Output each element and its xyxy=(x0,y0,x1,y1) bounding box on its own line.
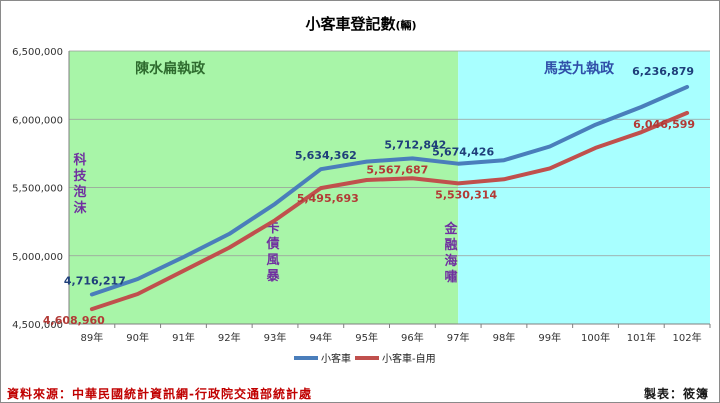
data-point xyxy=(595,147,597,149)
data-point xyxy=(457,163,459,165)
x-tick-label: 93年 xyxy=(264,331,287,344)
x-tick-label: 94年 xyxy=(309,331,332,344)
author-note: 製表：筱簿 xyxy=(643,387,709,401)
y-tick-label: 4,500,000 xyxy=(12,320,63,331)
x-tick-label: 101年 xyxy=(627,331,656,344)
region-label-ma: 馬英九執政 xyxy=(544,60,615,77)
x-tick-label: 92年 xyxy=(218,331,241,344)
data-label: 5,530,314 xyxy=(435,188,497,201)
chart-title-unit: (輛) xyxy=(395,18,416,32)
x-tick-label: 96年 xyxy=(401,331,424,344)
x-tick-label: 98年 xyxy=(493,331,516,344)
chart-title: 小客車登記數(輛) xyxy=(305,15,416,33)
y-tick-label: 5,000,000 xyxy=(12,252,63,263)
line-chart: 小客車登記數(輛) 4,500,000 5,000,000 5,500,000 6,0… xyxy=(12,15,711,365)
chart-title-main: 小客車登記數 xyxy=(305,15,395,33)
x-tick-label: 100年 xyxy=(581,331,610,344)
x-tick-label: 89年 xyxy=(81,331,104,344)
data-label: 5,567,687 xyxy=(366,163,428,176)
data-point xyxy=(411,157,413,159)
data-point xyxy=(137,293,139,295)
series-lines xyxy=(89,84,690,312)
source-note: 資料來源：中華民國統計資訊網-行政院交通部統計處 xyxy=(7,387,312,401)
data-point xyxy=(182,270,184,272)
data-point xyxy=(549,146,551,148)
data-point xyxy=(457,182,459,184)
data-label: 5,634,362 xyxy=(295,149,357,162)
data-label: 6,046,599 xyxy=(633,118,695,131)
data-point xyxy=(640,131,642,133)
data-point xyxy=(320,187,322,189)
annotation-label: 科技泡沫 xyxy=(73,152,87,216)
y-tick-label: 5,500,000 xyxy=(12,184,63,195)
y-tick-label: 6,000,000 xyxy=(12,115,63,126)
x-tick-label: 91年 xyxy=(172,331,195,344)
data-point xyxy=(182,256,184,258)
data-point xyxy=(549,167,551,169)
data-label: 6,236,879 xyxy=(632,65,694,78)
series-line-private-car xyxy=(89,110,690,312)
x-tick-label: 90年 xyxy=(126,331,149,344)
data-point xyxy=(503,159,505,161)
data-point xyxy=(366,179,368,181)
legend-label: 小客車-自用 xyxy=(382,352,436,365)
annotation-label: 金融海嘯 xyxy=(443,221,458,285)
region-labels: 陳水扁執政 馬英九執政 xyxy=(135,60,615,77)
data-label: 5,712,842 xyxy=(384,138,446,151)
data-point xyxy=(320,168,322,170)
data-point xyxy=(686,112,688,114)
axes: 4,500,000 5,000,000 5,500,000 6,000,000 6,50… xyxy=(12,47,711,344)
annotation-label: 卡債風暴 xyxy=(265,220,280,284)
data-point xyxy=(228,233,230,235)
data-point xyxy=(411,177,413,179)
data-point xyxy=(503,178,505,180)
data-point xyxy=(91,293,93,295)
data-point xyxy=(228,247,230,249)
data-point xyxy=(91,308,93,310)
data-label: 5,495,693 xyxy=(297,192,359,205)
data-point xyxy=(686,86,688,88)
x-tick-label: 99年 xyxy=(538,331,561,344)
x-tick-label: 102年 xyxy=(673,331,702,344)
data-point xyxy=(274,203,276,205)
legend: 小客車 小客車-自用 xyxy=(294,352,436,365)
data-label: 4,608,960 xyxy=(43,314,105,327)
data-point xyxy=(366,161,368,163)
region-label-chen: 陳水扁執政 xyxy=(135,60,206,77)
data-label: 4,716,217 xyxy=(64,274,126,287)
y-tick-label: 6,500,000 xyxy=(12,47,63,58)
x-tick-label: 95年 xyxy=(355,331,378,344)
legend-label: 小客車 xyxy=(321,352,351,365)
x-tick-label: 97年 xyxy=(447,331,470,344)
data-label: 5,674,426 xyxy=(432,146,494,159)
series-line-passenger-car xyxy=(89,84,690,297)
data-point xyxy=(274,219,276,221)
data-point xyxy=(137,278,139,280)
data-point xyxy=(640,106,642,108)
data-point xyxy=(595,124,597,126)
